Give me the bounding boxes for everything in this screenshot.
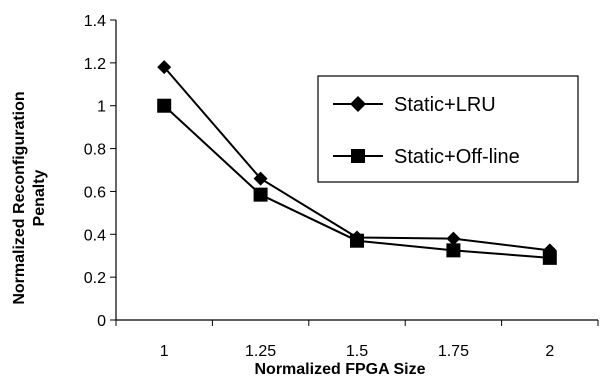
data-point-square [157, 98, 172, 113]
x-tick-label: 1.5 [346, 343, 368, 360]
series-layer [157, 60, 557, 265]
y-tick-label: 1.4 [84, 13, 106, 30]
data-point-square [253, 187, 268, 202]
y-tick-label: 0.4 [84, 227, 106, 244]
data-point-diamond [253, 171, 268, 186]
y-tick-labels: 0 0.2 0.4 0.6 0.8 1 1.2 1.4 [84, 13, 106, 330]
y-axis-title-line-1: Normalized Reconfiguration [11, 91, 28, 304]
legend-marker-diamond [350, 96, 366, 112]
y-tick-label: 0.2 [84, 270, 106, 287]
y-tick-label: 0.8 [84, 142, 106, 159]
x-tick-label: 2 [545, 343, 554, 360]
y-tick-label: 0 [97, 313, 106, 330]
y-axis-title-line-2: Penalty [31, 169, 48, 226]
x-tick-label: 1 [160, 343, 169, 360]
x-tick-label: 1.75 [438, 343, 469, 360]
y-axis-title: Normalized Reconfiguration Penalty [11, 91, 48, 304]
x-tick-labels: 1 1.25 1.5 1.75 2 [160, 343, 555, 360]
x-tick-label: 1.25 [245, 343, 276, 360]
x-axis-title: Normalized FPGA Size [255, 361, 426, 378]
data-point-diamond [157, 60, 172, 75]
data-point-diamond [446, 231, 461, 246]
y-tick-label: 0.6 [84, 184, 106, 201]
legend-label-static-offline: Static+Off-line [394, 146, 520, 168]
y-tick-label: 1 [97, 99, 106, 116]
data-point-square [350, 233, 364, 248]
data-point-square [542, 250, 557, 265]
legend-marker-square [351, 149, 365, 163]
y-tick-label: 1.2 [84, 56, 106, 73]
axes [110, 19, 599, 326]
legend-label-static-lru: Static+LRU [394, 94, 496, 116]
data-point-square [446, 243, 461, 258]
legend: Static+LRU Static+Off-line [317, 75, 579, 183]
legend-box [317, 75, 579, 183]
